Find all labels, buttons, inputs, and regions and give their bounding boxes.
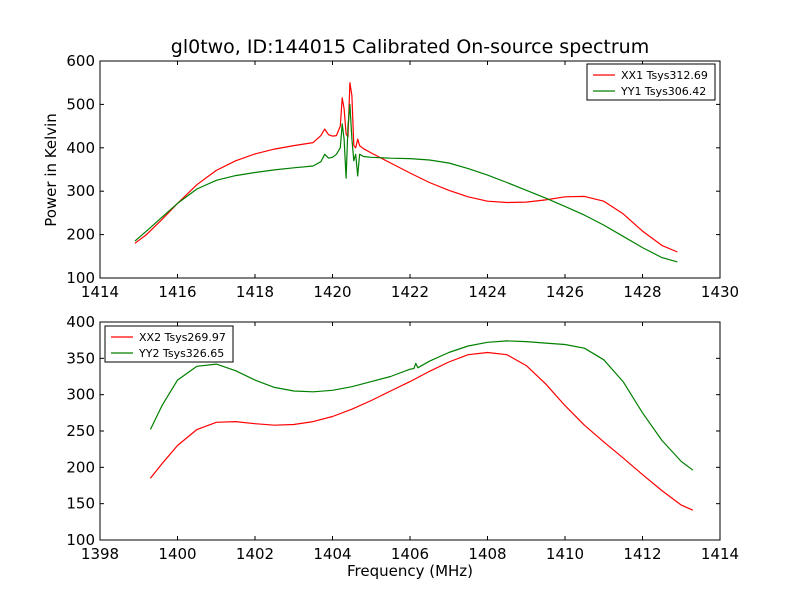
x-tick-label: 1412: [623, 545, 661, 563]
y-tick-label: 100: [66, 269, 95, 287]
y-tick-label: 300: [66, 386, 95, 404]
x-tick-label: 1414: [81, 283, 119, 301]
x-tick-label: 1400: [158, 545, 196, 563]
x-tick-label: 1424: [468, 283, 506, 301]
legend-box: [586, 63, 716, 101]
x-tick-label: 1430: [701, 283, 739, 301]
x-tick-label: 1406: [391, 545, 429, 563]
legend-label: XX1 Tsys312.69: [621, 69, 708, 82]
subplot-2: 1398 1400 1402 1404 1406 1408 1410 1412 1414 100 1…: [66, 313, 739, 563]
legend-label: YY1 Tsys306.42: [620, 85, 706, 98]
series-line-1: [134, 82, 678, 253]
subplots: 1414 1416 1418 1420 1422 1424 1426 1428 1430 100 2…: [66, 52, 739, 563]
y-tick-label: 350: [66, 349, 95, 367]
y-tick-label: 250: [66, 422, 95, 440]
x-tick-label: 1404: [313, 545, 351, 563]
y-tick-label: 150: [66, 495, 95, 513]
y-tick-label: 300: [66, 182, 95, 200]
x-tick-label: 1408: [468, 545, 506, 563]
x-axis-label: Frequency (MHz): [347, 562, 473, 580]
x-tick-label: 1398: [81, 545, 119, 563]
legend-label: XX2 Tsys269.97: [139, 331, 226, 344]
legend-box: [104, 325, 234, 363]
y-tick-label: 600: [66, 52, 95, 70]
x-tick-label: 1420: [313, 283, 351, 301]
x-tick-label: 1414: [701, 545, 739, 563]
legend: XX2 Tsys269.97 YY2 Tsys326.65: [104, 325, 234, 363]
x-tick-label: 1418: [236, 283, 274, 301]
legend: XX1 Tsys312.69 YY1 Tsys306.42: [586, 63, 716, 101]
y-tick-label: 100: [66, 531, 95, 549]
series-line-2: [149, 340, 694, 471]
x-tick-label: 1416: [158, 283, 196, 301]
y-tick-label: 400: [66, 313, 95, 331]
series-line-1: [149, 351, 694, 511]
y-tick-label: 200: [66, 458, 95, 476]
legend-label: YY2 Tsys326.65: [138, 347, 224, 360]
y-tick-label: 200: [66, 226, 95, 244]
x-tick-label: 1402: [236, 545, 274, 563]
y-tick-label: 500: [66, 95, 95, 113]
x-tick-label: 1422: [391, 283, 429, 301]
x-tick-label: 1410: [546, 545, 584, 563]
x-tick-label: 1426: [546, 283, 584, 301]
subplot-1: 1414 1416 1418 1420 1422 1424 1426 1428 1430 100 2…: [66, 52, 739, 301]
y-tick-label: 400: [66, 139, 95, 157]
figure-title: gl0two, ID:144015 Calibrated On-source s…: [171, 36, 649, 58]
series-line-2: [134, 103, 678, 263]
x-tick-label: 1428: [623, 283, 661, 301]
y-axis-label: Power in Kelvin: [42, 113, 60, 227]
